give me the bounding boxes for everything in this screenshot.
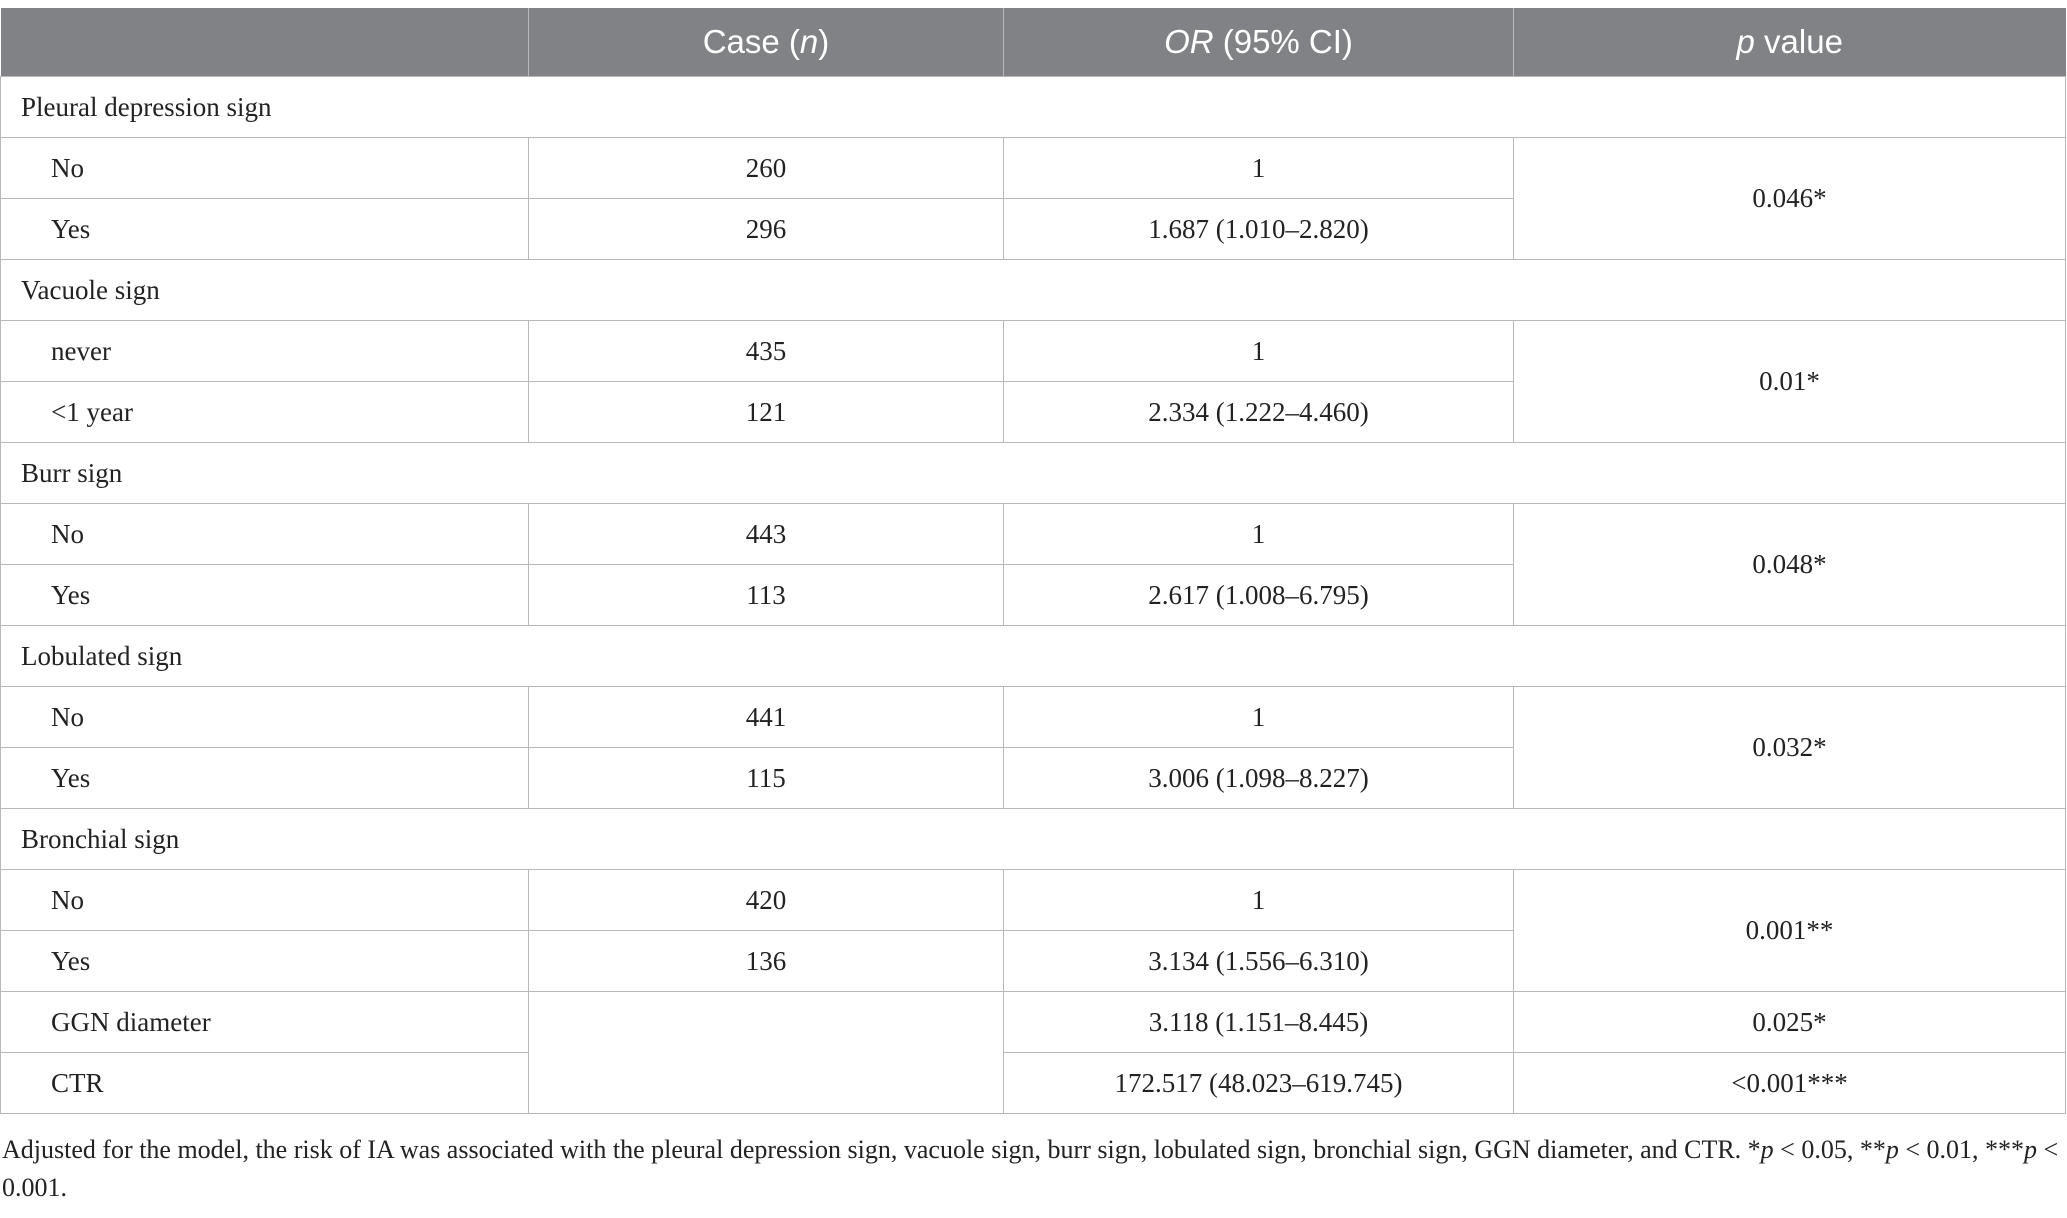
table-row: No 260 1 0.046* — [0, 137, 2066, 260]
or-cell: 2.334 (1.222–4.460) — [1003, 381, 1514, 443]
header-variable — [0, 8, 529, 77]
row-label: No — [0, 869, 529, 931]
table-row: Yes 115 3.006 (1.098–8.227) — [0, 747, 2066, 809]
p-value-cell: 0.001** — [1513, 869, 2066, 992]
row-label: No — [0, 503, 529, 565]
table-row: CTR 172.517 (48.023–619.745) <0.001*** — [0, 1052, 2066, 1114]
case-cell: 113 — [528, 564, 1004, 626]
or-cell: 172.517 (48.023–619.745) — [1003, 1052, 1514, 1114]
row-label: No — [0, 686, 529, 748]
or-cell: 3.134 (1.556–6.310) — [1003, 930, 1514, 992]
group-row: Burr sign — [0, 442, 2066, 504]
group-title: Burr sign — [0, 442, 2066, 504]
header-row: Case (n) OR (95% CI) p value — [0, 8, 2066, 77]
case-cell: 121 — [528, 381, 1004, 443]
table-footnote: Adjusted for the model, the risk of IA w… — [2, 1135, 2059, 1202]
case-cell: 420 — [528, 869, 1004, 931]
group-row: Lobulated sign — [0, 625, 2066, 687]
row-label: <1 year — [0, 381, 529, 443]
table-row: Yes 136 3.134 (1.556–6.310) — [0, 930, 2066, 992]
group-title: Bronchial sign — [0, 808, 2066, 870]
or-cell: 1 — [1003, 869, 1514, 931]
case-cell: 441 — [528, 686, 1004, 748]
case-cell: 115 — [528, 747, 1004, 809]
row-label: No — [0, 137, 529, 199]
or-cell: 3.006 (1.098–8.227) — [1003, 747, 1514, 809]
p-value-cell: 0.01* — [1513, 320, 2066, 443]
or-cell: 1 — [1003, 137, 1514, 199]
p-value-cell: 0.025* — [1513, 991, 2066, 1053]
group-row: Bronchial sign — [0, 808, 2066, 870]
p-value-cell: 0.032* — [1513, 686, 2066, 809]
group-title: Pleural depression sign — [0, 76, 2066, 138]
row-label: Yes — [0, 930, 529, 992]
row-label: Yes — [0, 747, 529, 809]
case-cell: 296 — [528, 198, 1004, 260]
results-table: Case (n) OR (95% CI) p value Pleural dep… — [0, 8, 2066, 1114]
group-title: Lobulated sign — [0, 625, 2066, 687]
p-value-cell: <0.001*** — [1513, 1052, 2066, 1114]
header-p-value: p value — [1513, 8, 2066, 77]
row-label: GGN diameter — [0, 991, 529, 1053]
or-cell: 3.118 (1.151–8.445) — [1003, 991, 1514, 1053]
row-label: never — [0, 320, 529, 382]
header-or: OR (95% CI) — [1003, 8, 1514, 77]
table-row: Yes 296 1.687 (1.010–2.820) — [0, 198, 2066, 260]
case-cell: 260 — [528, 137, 1004, 199]
row-label: Yes — [0, 564, 529, 626]
group-title: Vacuole sign — [0, 259, 2066, 321]
table-row: No 443 1 0.048* — [0, 503, 2066, 626]
case-cell-empty — [528, 991, 1004, 1114]
group-row: Vacuole sign — [0, 259, 2066, 321]
or-cell: 1 — [1003, 320, 1514, 382]
p-value-cell: 0.048* — [1513, 503, 2066, 626]
case-cell: 435 — [528, 320, 1004, 382]
case-cell: 443 — [528, 503, 1004, 565]
table-row: No 441 1 0.032* — [0, 686, 2066, 809]
case-cell: 136 — [528, 930, 1004, 992]
or-cell: 2.617 (1.008–6.795) — [1003, 564, 1514, 626]
or-cell: 1.687 (1.010–2.820) — [1003, 198, 1514, 260]
row-label: Yes — [0, 198, 529, 260]
header-case: Case (n) — [528, 8, 1004, 77]
group-row: Pleural depression sign — [0, 76, 2066, 138]
table-row: GGN diameter 3.118 (1.151–8.445) 0.025* — [0, 991, 2066, 1114]
row-label: CTR — [0, 1052, 529, 1114]
p-value-cell: 0.046* — [1513, 137, 2066, 260]
or-cell: 1 — [1003, 686, 1514, 748]
table-row: No 420 1 0.001** — [0, 869, 2066, 992]
table-row: never 435 1 0.01* — [0, 320, 2066, 443]
or-cell: 1 — [1003, 503, 1514, 565]
